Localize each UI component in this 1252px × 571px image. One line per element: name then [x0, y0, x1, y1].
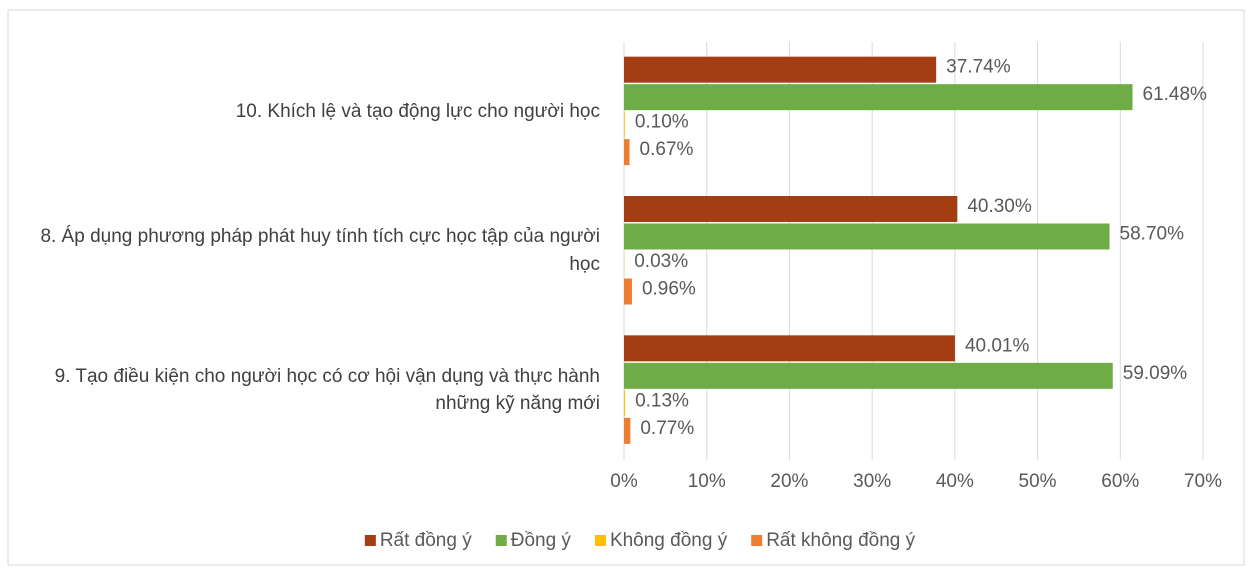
legend-swatch: [751, 535, 763, 546]
value-label: 61.48%: [1143, 84, 1208, 105]
bar: [624, 111, 625, 138]
legend-label: Rất không đồng ý: [766, 530, 915, 551]
bar: [624, 417, 631, 444]
value-label: 0.67%: [640, 139, 694, 160]
bar: [624, 362, 1113, 389]
value-label: 0.03%: [634, 251, 688, 272]
bar: [624, 390, 626, 417]
value-label: 59.09%: [1123, 363, 1188, 384]
bar: [624, 223, 1110, 250]
x-tick-label: 10%: [688, 471, 726, 492]
x-tick-label: 50%: [1019, 471, 1057, 492]
legend-swatch: [364, 535, 376, 546]
value-label: 0.10%: [635, 112, 689, 133]
legend-label: Đồng ý: [511, 530, 572, 551]
x-tick-label: 0%: [610, 471, 638, 492]
x-tick-label: 30%: [853, 471, 891, 492]
x-tick-label: 40%: [936, 471, 974, 492]
x-tick-label: 70%: [1184, 471, 1222, 492]
category-label: 10. Khích lệ và tạo động lực cho người h…: [235, 100, 600, 122]
legend-label: Rất đồng ý: [380, 530, 472, 551]
bar: [624, 196, 958, 222]
bar: [624, 278, 632, 305]
value-label: 37.74%: [946, 57, 1011, 78]
x-tick-label: 20%: [770, 471, 808, 492]
value-label: 0.77%: [640, 418, 694, 439]
category-label: 8. Áp dụng phương pháp phát huy tính tíc…: [40, 226, 600, 275]
legend-label: Không đồng ý: [610, 530, 728, 551]
x-tick-label: 60%: [1101, 471, 1139, 492]
legend-swatch: [495, 535, 507, 546]
bar: [624, 139, 630, 166]
value-label: 0.13%: [635, 390, 689, 411]
value-label: 40.30%: [967, 196, 1032, 217]
value-label: 58.70%: [1120, 224, 1185, 245]
bar: [624, 56, 937, 83]
value-label: 40.01%: [965, 335, 1030, 356]
bar: [624, 84, 1133, 111]
chart-border: [7, 9, 1245, 566]
category-label: 9. Tạo điều kiện cho người học có cơ hội…: [54, 365, 600, 415]
legend-swatch: [594, 535, 606, 546]
bar: [624, 335, 955, 362]
value-label: 0.96%: [642, 279, 696, 300]
